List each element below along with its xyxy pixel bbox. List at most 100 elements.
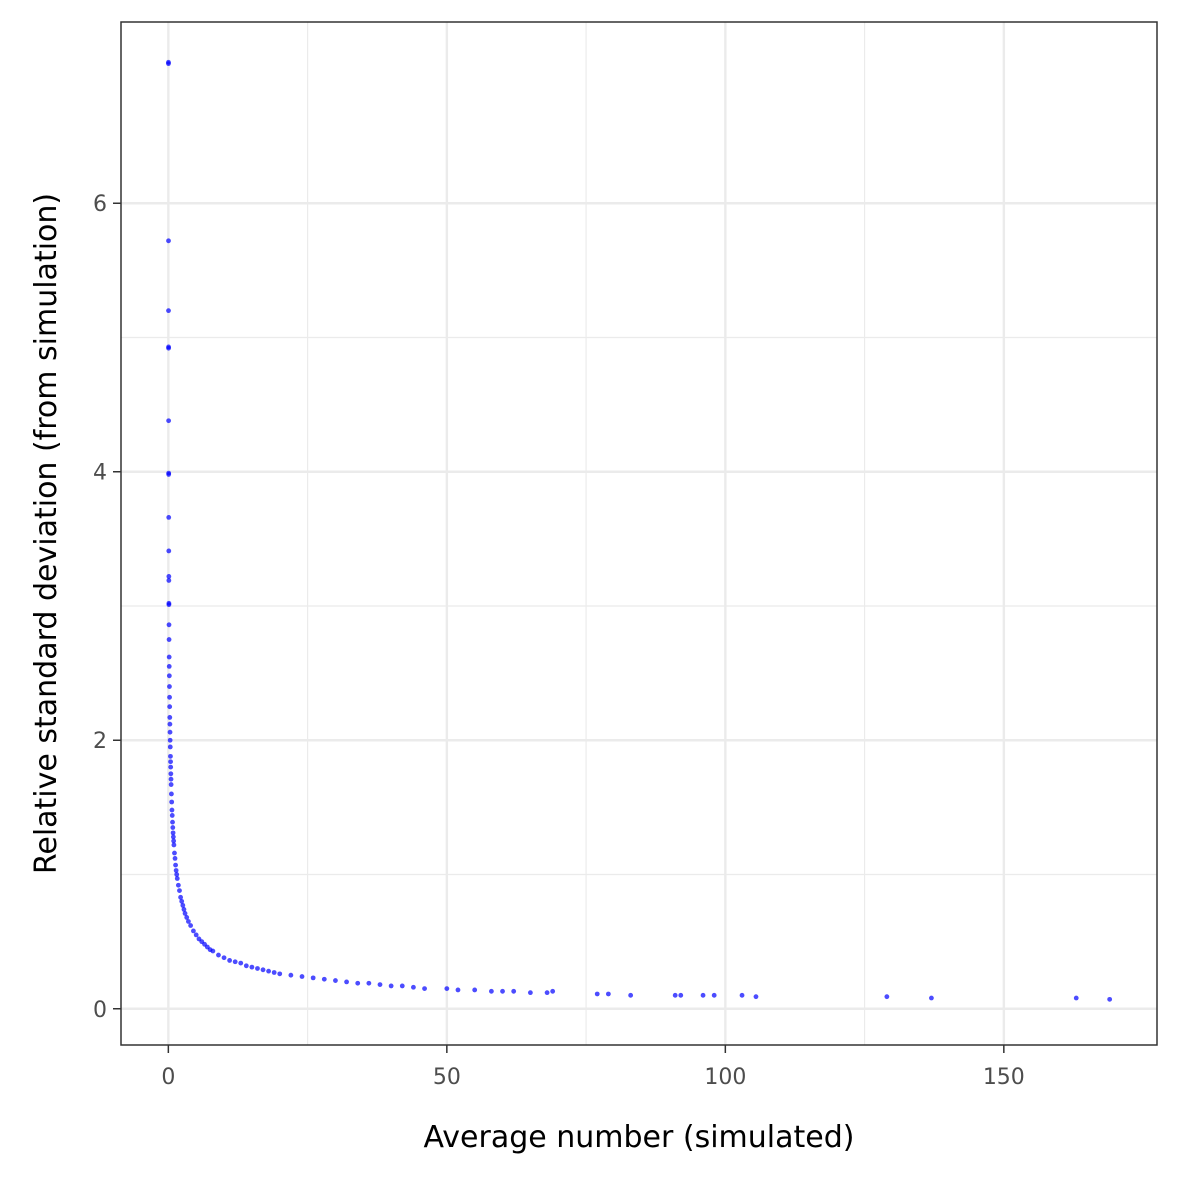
data-point xyxy=(388,983,394,989)
data-point xyxy=(544,990,550,996)
data-point xyxy=(191,928,196,934)
data-point xyxy=(166,61,171,67)
data-point xyxy=(753,994,759,1000)
data-point xyxy=(168,771,174,777)
data-point xyxy=(166,345,171,351)
data-point xyxy=(238,960,244,966)
data-point xyxy=(167,721,173,727)
y-tick-label: 0 xyxy=(93,998,107,1023)
data-point xyxy=(178,894,184,900)
data-point xyxy=(177,888,182,894)
data-point xyxy=(355,980,361,986)
data-point xyxy=(444,986,450,992)
data-point xyxy=(399,983,405,989)
data-point xyxy=(299,974,305,979)
data-point xyxy=(366,980,372,986)
data-point xyxy=(277,971,283,977)
data-point xyxy=(167,729,173,735)
minor-gridlines xyxy=(121,22,1157,1045)
data-point xyxy=(174,872,180,877)
data-point xyxy=(184,915,190,920)
data-point xyxy=(186,919,191,924)
data-point xyxy=(168,759,173,765)
data-point xyxy=(422,986,427,992)
data-point xyxy=(411,984,416,990)
data-point xyxy=(167,737,173,743)
data-point xyxy=(344,979,349,985)
data-point xyxy=(700,992,706,998)
data-point xyxy=(174,876,180,881)
data-point xyxy=(173,868,179,873)
y-tick-label: 2 xyxy=(93,729,107,754)
y-tick-label: 4 xyxy=(93,461,107,486)
data-point xyxy=(271,970,277,975)
data-point xyxy=(605,991,611,997)
data-point xyxy=(168,782,174,787)
data-point xyxy=(167,704,173,710)
data-point xyxy=(166,637,172,642)
data-point xyxy=(167,744,173,750)
data-point xyxy=(180,902,186,908)
plot-panel-border xyxy=(120,21,1158,1046)
data-point xyxy=(172,855,178,861)
data-point xyxy=(168,776,174,782)
data-point xyxy=(310,975,316,981)
major-gridlines xyxy=(121,22,1157,1045)
data-point xyxy=(628,992,634,998)
data-point xyxy=(166,578,172,583)
data-point xyxy=(321,976,327,982)
data-point xyxy=(227,958,233,963)
data-point xyxy=(169,807,175,813)
data-point xyxy=(288,972,294,978)
data-point xyxy=(182,911,188,916)
y-axis-title: Relative standard deviation (from simula… xyxy=(29,193,64,874)
data-point xyxy=(166,238,171,244)
data-point xyxy=(500,988,505,994)
data-point xyxy=(169,813,175,818)
data-point xyxy=(181,907,187,912)
data-point xyxy=(527,990,533,996)
data-point xyxy=(166,308,171,314)
data-point xyxy=(550,988,556,994)
data-point xyxy=(166,548,172,554)
x-tick-label: 150 xyxy=(983,1065,1025,1090)
data-point xyxy=(1073,995,1079,1001)
data-point xyxy=(255,966,260,971)
data-point xyxy=(170,830,176,836)
data-point xyxy=(166,574,172,579)
data-point xyxy=(672,992,678,998)
data-point xyxy=(168,753,173,759)
y-tick-label: 6 xyxy=(93,192,107,217)
data-point xyxy=(216,952,221,958)
data-point xyxy=(170,819,175,825)
data-point xyxy=(166,622,172,628)
data-point xyxy=(232,959,238,965)
data-point xyxy=(170,825,176,830)
data-point xyxy=(166,602,172,608)
data-point xyxy=(678,992,684,998)
data-point xyxy=(179,898,185,904)
data-points xyxy=(166,59,1113,1002)
data-point xyxy=(266,968,271,974)
data-point xyxy=(173,862,178,868)
data-point xyxy=(333,978,338,983)
data-point xyxy=(166,472,172,477)
x-axis-title: Average number (simulated) xyxy=(424,1120,855,1155)
data-point xyxy=(166,418,172,424)
data-point xyxy=(243,963,249,969)
data-point xyxy=(166,514,172,520)
data-point xyxy=(929,995,934,1001)
data-point xyxy=(169,799,175,805)
data-point xyxy=(711,992,717,998)
x-tick-label: 50 xyxy=(433,1065,461,1090)
x-tick-label: 0 xyxy=(161,1065,175,1090)
data-point xyxy=(594,991,600,997)
data-point xyxy=(511,988,517,994)
data-point xyxy=(171,838,177,844)
data-point xyxy=(221,955,227,961)
data-point xyxy=(166,654,172,660)
x-tick-label: 100 xyxy=(704,1065,746,1090)
